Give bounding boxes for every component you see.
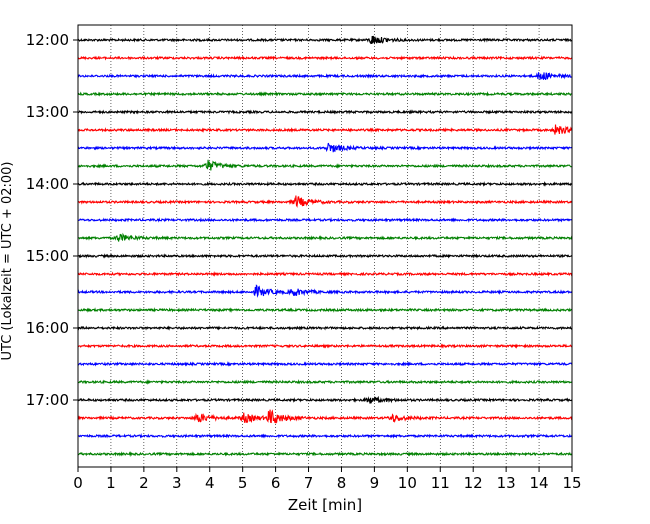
x-tick-label: 2: [139, 474, 149, 492]
trace-1500: [77, 253, 573, 259]
x-tick-label: 1: [106, 474, 116, 492]
x-tick-label: 14: [530, 474, 549, 492]
trace-1700: [77, 395, 573, 404]
trace-1230: [77, 72, 573, 80]
trace-1645: [77, 379, 573, 385]
trace-1315: [77, 124, 573, 135]
y-tick-label: 12:00: [26, 31, 69, 49]
x-tick-label: 0: [73, 474, 83, 492]
trace-1745: [77, 451, 573, 458]
y-axis-label: UTC (Lokalzeit = UTC + 02:00): [0, 162, 15, 361]
trace-1345: [77, 159, 573, 171]
trace-1715: [77, 409, 573, 424]
trace-1545: [77, 307, 573, 313]
plot-frame: [77, 24, 573, 468]
trace-1215: [77, 55, 573, 61]
trace-1330: [77, 142, 573, 153]
x-axis: 0 1 2 3 4 5 6 7 8 9 10 11 12 13 14 15: [73, 467, 582, 492]
y-tick-label: 14:00: [26, 175, 69, 193]
x-tick-label: 6: [271, 474, 281, 492]
y-tick-label: 17:00: [26, 391, 69, 409]
x-tick-label: 5: [238, 474, 248, 492]
y-axis: 12:00 13:00 14:00 15:00 16:00 17:00: [26, 31, 78, 409]
trace-1630: [77, 361, 573, 367]
trace-1400: [77, 181, 573, 187]
trace-1445: [77, 232, 573, 242]
x-tick-label: 4: [205, 474, 215, 492]
trace-1200: [77, 35, 573, 45]
trace-1530: [77, 284, 573, 298]
trace-layer: [77, 35, 573, 458]
trace-1415: [77, 195, 573, 208]
trace-1615: [77, 343, 573, 349]
trace-1300: [77, 109, 573, 115]
y-tick-label: 16:00: [26, 319, 69, 337]
x-tick-label: 3: [172, 474, 182, 492]
x-tick-label: 7: [304, 474, 314, 492]
trace-1245: [77, 91, 573, 97]
y-tick-label: 13:00: [26, 103, 69, 121]
trace-1730: [77, 433, 573, 439]
x-tick-label: 8: [337, 474, 347, 492]
x-tick-label: 9: [370, 474, 380, 492]
x-tick-label: 12: [464, 474, 483, 492]
x-tick-label: 10: [398, 474, 417, 492]
y-tick-label: 15:00: [26, 247, 69, 265]
trace-1600: [77, 325, 573, 331]
trace-1515: [77, 271, 573, 277]
x-tick-label: 13: [497, 474, 516, 492]
x-tick-label: 11: [431, 474, 450, 492]
x-tick-label: 15: [562, 474, 581, 492]
x-axis-label: Zeit [min]: [288, 496, 362, 514]
trace-1430: [77, 217, 573, 223]
